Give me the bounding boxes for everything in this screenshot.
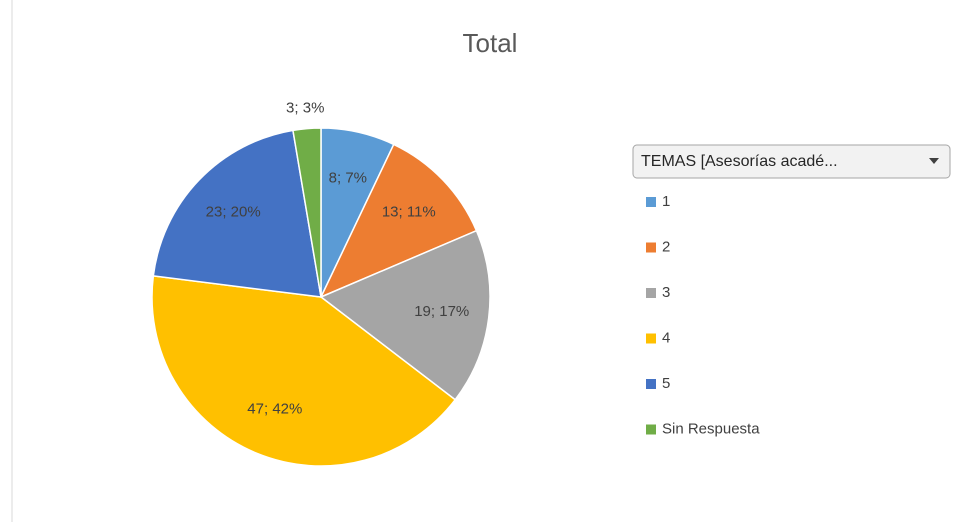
dropdown-box[interactable] bbox=[632, 144, 951, 179]
pie-slice bbox=[319, 229, 491, 401]
pie-slice bbox=[292, 127, 322, 298]
legend-label: 5 bbox=[662, 375, 670, 392]
data-label: 23; 20% bbox=[206, 204, 261, 221]
legend-label: 3 bbox=[662, 284, 670, 301]
legend-swatch bbox=[646, 379, 656, 389]
legend-swatch bbox=[646, 197, 656, 207]
legend-swatch bbox=[646, 242, 656, 253]
legend-swatch bbox=[646, 333, 656, 344]
data-label: 13; 11% bbox=[382, 204, 436, 221]
data-label: 3; 3% bbox=[286, 99, 324, 116]
data-label: 47; 42% bbox=[247, 401, 302, 418]
chart-title: Total bbox=[463, 28, 518, 58]
legend-title[interactable]: TEMAS [Asesorías acadé... bbox=[641, 153, 838, 170]
legend-label: 2 bbox=[662, 238, 670, 255]
legend-swatch bbox=[646, 288, 656, 298]
legend-label: 1 bbox=[662, 193, 670, 210]
legend-label: Sin Respuesta bbox=[662, 420, 760, 437]
legend-swatch bbox=[646, 424, 656, 435]
pie-slice bbox=[152, 129, 322, 298]
dropdown-arrow[interactable] bbox=[929, 158, 939, 164]
data-label: 19; 17% bbox=[414, 303, 469, 320]
pie-slice bbox=[151, 275, 457, 467]
legend-label: 4 bbox=[662, 329, 670, 346]
data-label: 8; 7% bbox=[329, 169, 367, 186]
pie-slice bbox=[319, 143, 478, 299]
legend-dropdown[interactable]: TEMAS [Asesorías acadé... bbox=[632, 144, 951, 179]
